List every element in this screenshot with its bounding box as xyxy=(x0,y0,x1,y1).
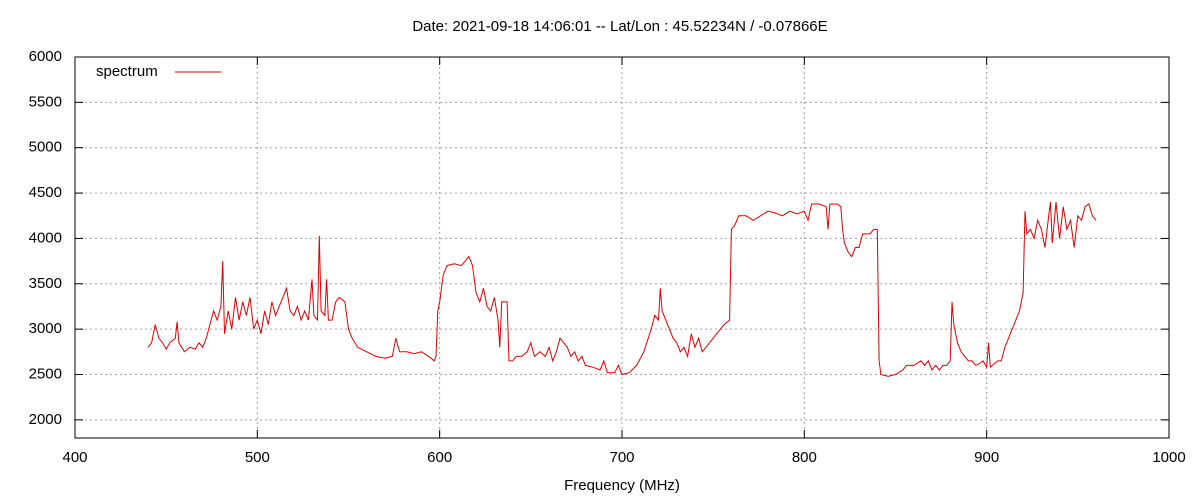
y-tick-label: 3000 xyxy=(29,320,62,337)
x-tick-label: 800 xyxy=(792,449,817,466)
x-tick-label: 1000 xyxy=(1152,449,1185,466)
plot-border xyxy=(74,56,1170,439)
x-tick-label: 500 xyxy=(245,449,270,466)
y-tick-label: 4500 xyxy=(29,184,62,201)
x-tick-label: 600 xyxy=(427,449,452,466)
data-line xyxy=(147,202,1097,377)
y-tick-label: 6000 xyxy=(29,48,62,65)
y-tick-label: 3500 xyxy=(29,275,62,292)
chart-title: Date: 2021-09-18 14:06:01 -- Lat/Lon : 4… xyxy=(412,18,827,35)
x-tick-label: 400 xyxy=(62,449,87,466)
x-tick-label: 700 xyxy=(609,449,634,466)
y-tick-label: 2500 xyxy=(29,365,62,382)
y-tick-label: 5500 xyxy=(29,93,62,110)
x-tick-label: 900 xyxy=(974,449,999,466)
y-tick-label: 2000 xyxy=(29,411,62,428)
legend-label: spectrum xyxy=(96,63,158,80)
x-axis-label: Frequency (MHz) xyxy=(564,477,680,494)
y-tick-label: 5000 xyxy=(29,139,62,156)
y-tick-label: 4000 xyxy=(29,229,62,246)
